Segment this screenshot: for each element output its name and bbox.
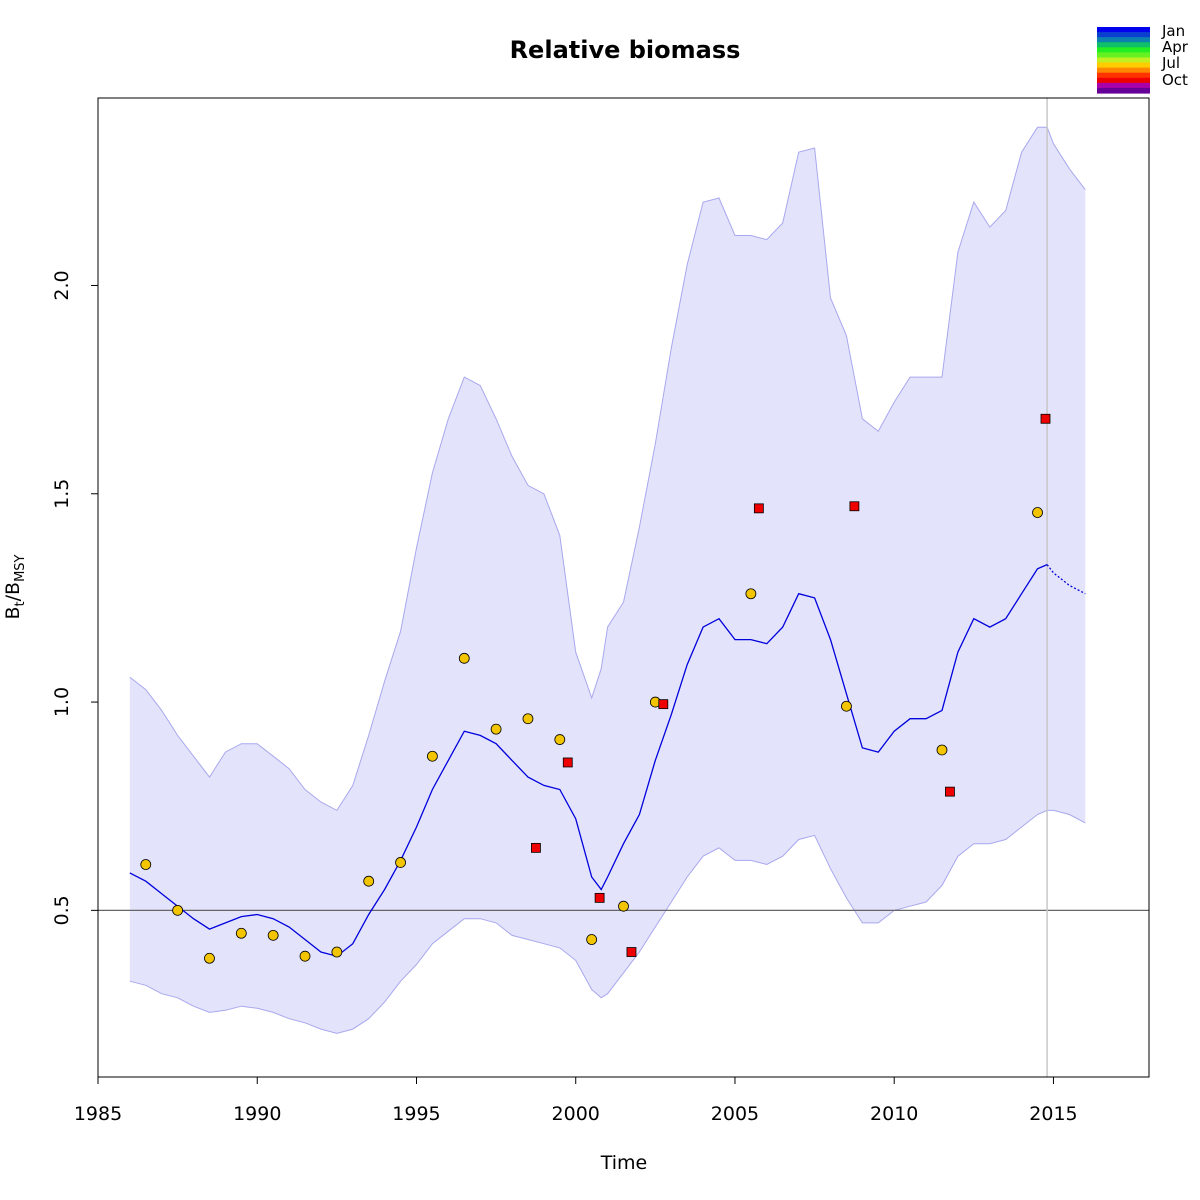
svg-text:Bt/BMSY: Bt/BMSY xyxy=(2,554,28,619)
x-tick-label: 1990 xyxy=(233,1103,281,1125)
observation-point-circle xyxy=(172,904,184,916)
x-axis-label: Time xyxy=(600,1152,648,1174)
observation-point-circle xyxy=(1032,507,1043,518)
legend-color-swatch xyxy=(1097,62,1150,69)
legend-label-jan: Jan xyxy=(1161,22,1185,40)
legend-color-swatch xyxy=(1097,32,1150,38)
x-axis: 1985 1990 1995 2000 2005 2010 2015 xyxy=(74,1076,1078,1125)
x-tick-label: 2000 xyxy=(552,1103,600,1125)
observation-point-circle xyxy=(841,700,852,712)
observation-point-circle xyxy=(745,588,757,600)
y-axis-label-sub2: MSY xyxy=(13,554,28,581)
legend-color-swatch xyxy=(1097,82,1150,89)
observation-point-circle xyxy=(618,900,629,912)
observation-point-square xyxy=(626,947,637,957)
y-axis-label-main: B xyxy=(2,606,24,619)
y-axis-label: Bt/BMSY xyxy=(2,554,28,619)
x-tick-label: 2005 xyxy=(711,1103,759,1125)
y-tick-label: 2.0 xyxy=(51,270,73,300)
observation-point-circle xyxy=(458,652,470,664)
x-tick-label: 2010 xyxy=(870,1103,918,1125)
observation-point-square xyxy=(562,757,573,768)
observation-point-circle xyxy=(140,859,152,870)
confidence-band xyxy=(129,127,1086,1034)
observation-point-circle xyxy=(267,929,279,941)
legend-color-swatch xyxy=(1097,37,1150,43)
legend-color-swatch xyxy=(1097,57,1150,64)
y-axis-label-sep: /B xyxy=(2,582,24,601)
legend-color-swatch xyxy=(1097,27,1150,33)
observation-point-square xyxy=(945,786,955,797)
x-tick-label: 2015 xyxy=(1029,1103,1077,1125)
legend-label-apr: Apr xyxy=(1162,38,1189,56)
y-axis-label-sub1: t xyxy=(13,601,28,606)
legend-color-bar xyxy=(1097,27,1150,94)
confidence-band-lower xyxy=(129,809,1086,1034)
legend-label-oct: Oct xyxy=(1162,71,1188,89)
x-tick-label: 1985 xyxy=(74,1103,122,1125)
observation-point-square xyxy=(849,501,860,512)
legend-label-jul: Jul xyxy=(1161,54,1180,72)
prediction-line xyxy=(1046,564,1086,595)
month-color-legend: Jan Apr Jul Oct xyxy=(1097,22,1189,94)
confidence-band-upper xyxy=(129,126,1086,812)
observation-point-circle xyxy=(331,946,343,958)
legend-color-swatch xyxy=(1097,72,1150,79)
observation-point-square xyxy=(531,842,541,853)
chart-title: Relative biomass xyxy=(510,36,741,64)
legend-color-swatch xyxy=(1097,67,1150,74)
observation-point-circle xyxy=(586,934,598,945)
observation-point-circle xyxy=(235,927,247,939)
y-axis: 0.5 1.0 1.5 2.0 xyxy=(51,270,99,925)
observation-point-circle xyxy=(363,875,375,887)
observation-point-circle xyxy=(204,952,215,964)
observation-point-square xyxy=(594,892,605,903)
y-tick-label: 0.5 xyxy=(51,895,73,925)
observation-point-square xyxy=(753,503,764,514)
observation-point-circle xyxy=(427,750,438,762)
legend-color-swatch xyxy=(1097,52,1150,59)
legend-color-swatch xyxy=(1097,47,1150,53)
y-tick-label: 1.0 xyxy=(51,687,73,717)
legend-color-swatch xyxy=(1097,77,1150,84)
observation-point-circle xyxy=(395,857,406,868)
observation-point-circle xyxy=(936,744,948,756)
y-tick-label: 1.5 xyxy=(51,479,73,509)
observation-point-square xyxy=(658,699,669,710)
legend-color-swatch xyxy=(1097,42,1150,48)
x-tick-label: 1995 xyxy=(392,1103,440,1125)
legend-color-swatch xyxy=(1097,87,1150,94)
plot-area xyxy=(98,98,1149,1077)
observation-point-circle xyxy=(554,734,566,745)
observation-point-square xyxy=(1040,413,1051,424)
observation-point-circle xyxy=(490,723,502,735)
biomass-estimate-line xyxy=(129,564,1048,957)
plot-content xyxy=(98,98,1149,1077)
observation-point-circle xyxy=(299,950,311,962)
observation-point-circle xyxy=(522,713,534,725)
